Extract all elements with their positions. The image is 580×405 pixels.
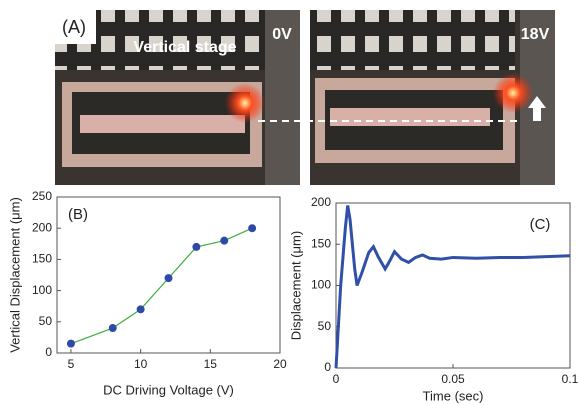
- panel-label: (B): [68, 206, 88, 223]
- y-tick-label: 100: [32, 283, 52, 297]
- y-tick-label: 50: [318, 319, 332, 333]
- stage-label: Vertical stage: [133, 39, 236, 56]
- x-axis-label: Time (sec): [423, 388, 484, 403]
- data-point: [192, 242, 201, 251]
- data-line: [334, 205, 571, 369]
- y-tick-label: 200: [32, 220, 52, 234]
- data-point: [248, 224, 257, 233]
- y-tick-label: 100: [311, 278, 331, 292]
- data-line: [70, 227, 253, 345]
- arrow: [528, 96, 546, 121]
- y-tick-label: 50: [39, 314, 53, 328]
- data-point: [220, 236, 229, 245]
- data-point: [136, 305, 145, 314]
- panel-label: (C): [530, 216, 551, 233]
- photo-left: [55, 10, 300, 185]
- x-tick-label: 5: [68, 357, 75, 371]
- x-axis-label: DC Driving Voltage (V): [103, 382, 234, 397]
- data-point: [108, 324, 117, 333]
- photo-right: [310, 10, 555, 185]
- panel-label-box: [52, 10, 96, 44]
- x-tick-label: 0: [333, 372, 340, 386]
- x-tick-label: 20: [273, 357, 287, 371]
- y-axis-label: Displacement (μm): [288, 231, 303, 340]
- y-tick-label: 150: [311, 236, 331, 250]
- y-axis-label: Vertical Displacement (μm): [7, 197, 22, 353]
- voltage-label: 0V: [272, 26, 292, 43]
- panel-label: (A): [62, 17, 86, 37]
- data-point: [164, 274, 173, 283]
- x-tick-label: 15: [204, 357, 218, 371]
- y-tick-label: 150: [32, 252, 52, 266]
- y-tick-label: 0: [45, 345, 52, 359]
- y-tick-label: 250: [32, 189, 52, 203]
- x-tick-label: 0.05: [441, 372, 465, 386]
- data-point: [66, 339, 75, 348]
- x-tick-label: 10: [134, 357, 148, 371]
- plot-frame: [56, 196, 281, 354]
- y-tick-label: 200: [311, 195, 331, 209]
- voltage-label: 18V: [521, 26, 550, 43]
- x-tick-label: 0.1: [562, 372, 579, 386]
- y-tick-label: 0: [324, 360, 331, 374]
